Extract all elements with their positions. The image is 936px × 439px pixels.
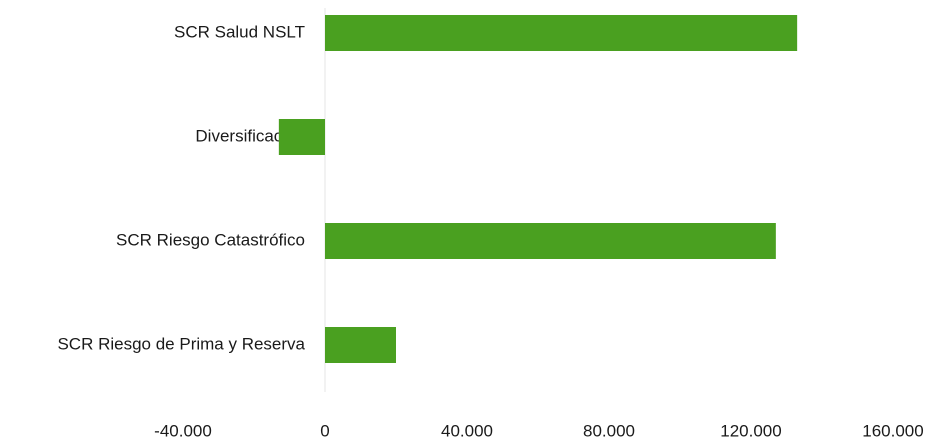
bar: [325, 223, 776, 259]
y-tick-label: Diversificación: [195, 126, 305, 145]
x-tick-label: 40.000: [441, 421, 493, 439]
x-tick-label: 160.000: [862, 421, 923, 439]
y-tick-label: SCR Salud NSLT: [174, 22, 305, 41]
x-tick-label: 120.000: [720, 421, 781, 439]
x-tick-label: -40.000: [154, 421, 212, 439]
y-tick-label: SCR Riesgo de Prima y Reserva: [57, 334, 305, 353]
y-tick-label: SCR Riesgo Catastrófico: [116, 230, 305, 249]
x-tick-label: 80.000: [583, 421, 635, 439]
bar: [325, 15, 798, 51]
x-tick-label: 0: [320, 421, 329, 439]
bar: [278, 119, 325, 155]
bar: [325, 327, 396, 363]
